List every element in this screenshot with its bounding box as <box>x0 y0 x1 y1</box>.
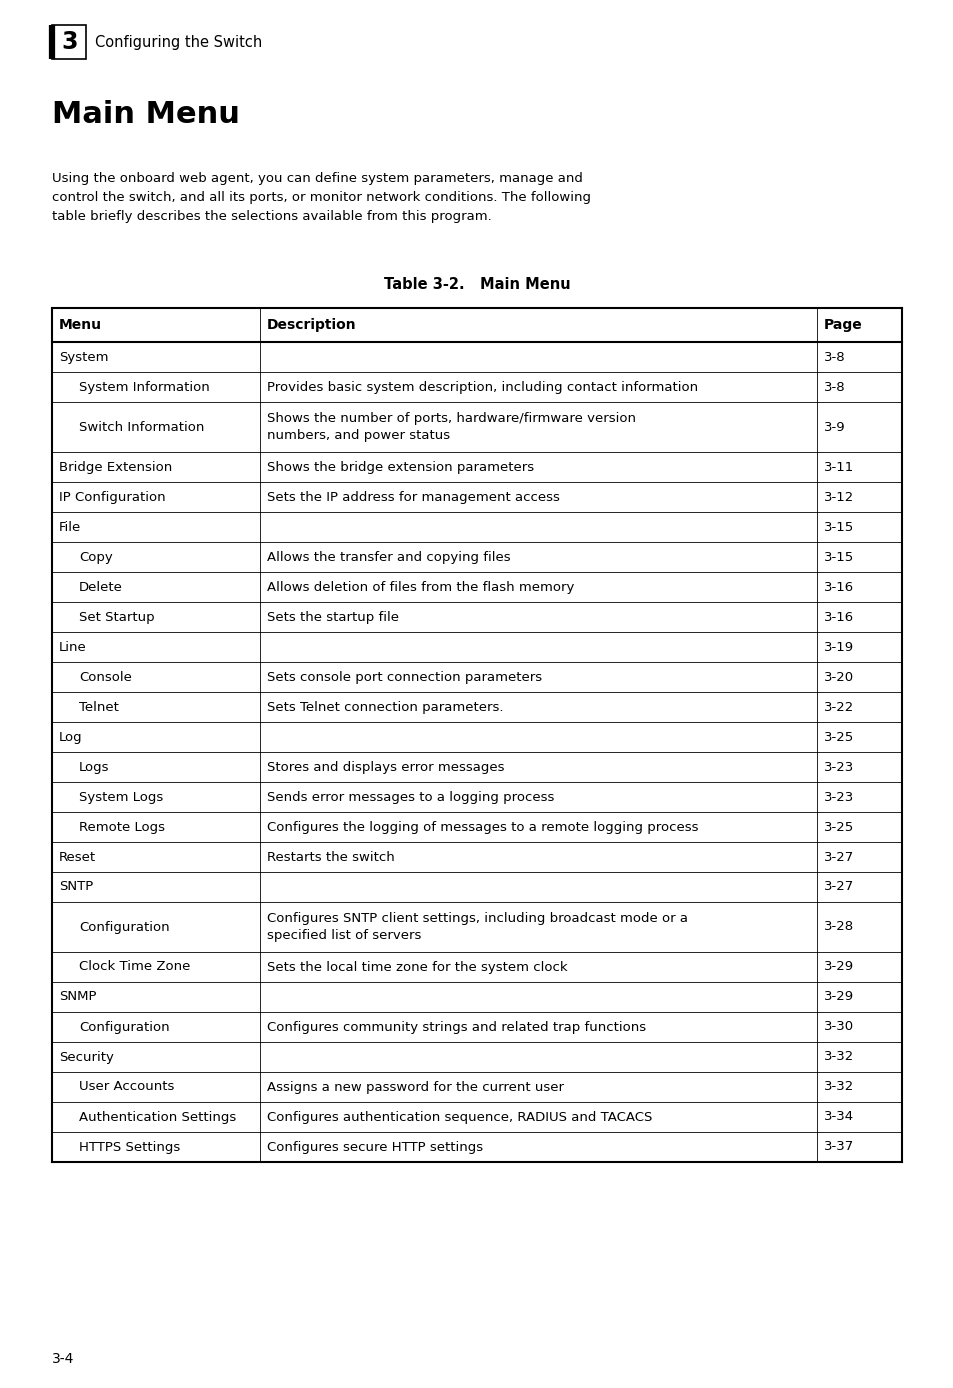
Text: 3-22: 3-22 <box>823 701 853 713</box>
Text: Sets the local time zone for the system clock: Sets the local time zone for the system … <box>267 960 567 973</box>
Text: Description: Description <box>267 318 356 332</box>
Text: 3-23: 3-23 <box>823 761 853 773</box>
Text: Authentication Settings: Authentication Settings <box>79 1110 236 1123</box>
Text: 3-19: 3-19 <box>823 640 853 654</box>
Text: 3-23: 3-23 <box>823 791 853 804</box>
Text: Delete: Delete <box>79 580 123 594</box>
Text: Configuration: Configuration <box>79 920 170 934</box>
Text: 3-9: 3-9 <box>823 421 844 433</box>
Text: Switch Information: Switch Information <box>79 421 204 433</box>
Text: 3-11: 3-11 <box>823 461 853 473</box>
Text: 3-12: 3-12 <box>823 490 853 504</box>
Text: Using the onboard web agent, you can define system parameters, manage and
contro: Using the onboard web agent, you can def… <box>52 172 590 223</box>
Text: 3-25: 3-25 <box>823 820 853 834</box>
Text: Log: Log <box>59 730 83 744</box>
Text: Restarts the switch: Restarts the switch <box>267 851 395 863</box>
Text: Logs: Logs <box>79 761 110 773</box>
Text: Telnet: Telnet <box>79 701 119 713</box>
Text: Allows the transfer and copying files: Allows the transfer and copying files <box>267 551 510 564</box>
Text: Console: Console <box>79 670 132 683</box>
Text: Configures secure HTTP settings: Configures secure HTTP settings <box>267 1141 482 1153</box>
Text: System: System <box>59 351 109 364</box>
Text: 3-16: 3-16 <box>823 611 853 623</box>
Text: 3-34: 3-34 <box>823 1110 853 1123</box>
Text: Configures the logging of messages to a remote logging process: Configures the logging of messages to a … <box>267 820 698 834</box>
Text: System Logs: System Logs <box>79 791 163 804</box>
Text: Sets console port connection parameters: Sets console port connection parameters <box>267 670 541 683</box>
Bar <box>52 308 901 1162</box>
Text: Set Startup: Set Startup <box>79 611 154 623</box>
Text: SNTP: SNTP <box>59 880 93 894</box>
Text: Copy: Copy <box>79 551 112 564</box>
Text: System Information: System Information <box>79 380 210 394</box>
Text: 3-32: 3-32 <box>823 1080 853 1094</box>
Text: 3-29: 3-29 <box>823 960 853 973</box>
Text: 3-4: 3-4 <box>52 1352 74 1366</box>
Text: Sets the IP address for management access: Sets the IP address for management acces… <box>267 490 559 504</box>
Text: Configuring the Switch: Configuring the Switch <box>95 35 262 50</box>
Text: HTTPS Settings: HTTPS Settings <box>79 1141 180 1153</box>
Text: Configures authentication sequence, RADIUS and TACACS: Configures authentication sequence, RADI… <box>267 1110 652 1123</box>
Text: File: File <box>59 520 81 533</box>
Text: Configuration: Configuration <box>79 1020 170 1034</box>
Text: 3-25: 3-25 <box>823 730 853 744</box>
Text: Configures community strings and related trap functions: Configures community strings and related… <box>267 1020 645 1034</box>
Text: Provides basic system description, including contact information: Provides basic system description, inclu… <box>267 380 698 394</box>
Text: 3-15: 3-15 <box>823 551 853 564</box>
Text: Security: Security <box>59 1051 113 1063</box>
Text: Remote Logs: Remote Logs <box>79 820 165 834</box>
Text: 3-20: 3-20 <box>823 670 853 683</box>
Text: Shows the bridge extension parameters: Shows the bridge extension parameters <box>267 461 534 473</box>
Text: 3-8: 3-8 <box>823 351 844 364</box>
Text: Sets Telnet connection parameters.: Sets Telnet connection parameters. <box>267 701 503 713</box>
Text: Configures SNTP client settings, including broadcast mode or a
specified list of: Configures SNTP client settings, includi… <box>267 912 687 941</box>
Text: Line: Line <box>59 640 87 654</box>
Text: Clock Time Zone: Clock Time Zone <box>79 960 191 973</box>
Text: 3-28: 3-28 <box>823 920 853 934</box>
Text: 3-29: 3-29 <box>823 991 853 1004</box>
Text: Reset: Reset <box>59 851 96 863</box>
Text: 3-8: 3-8 <box>823 380 844 394</box>
Text: Assigns a new password for the current user: Assigns a new password for the current u… <box>267 1080 563 1094</box>
Text: Bridge Extension: Bridge Extension <box>59 461 172 473</box>
Text: Main Menu: Main Menu <box>52 100 239 129</box>
Text: 3-27: 3-27 <box>823 880 853 894</box>
Bar <box>52 25 86 60</box>
Text: 3-30: 3-30 <box>823 1020 853 1034</box>
Text: Sends error messages to a logging process: Sends error messages to a logging proces… <box>267 791 554 804</box>
Text: IP Configuration: IP Configuration <box>59 490 166 504</box>
Text: 3-16: 3-16 <box>823 580 853 594</box>
Text: 3-27: 3-27 <box>823 851 853 863</box>
Text: 3: 3 <box>62 31 78 54</box>
Text: Page: Page <box>823 318 862 332</box>
Text: Stores and displays error messages: Stores and displays error messages <box>267 761 504 773</box>
Text: SNMP: SNMP <box>59 991 96 1004</box>
Text: 3-37: 3-37 <box>823 1141 853 1153</box>
Text: User Accounts: User Accounts <box>79 1080 174 1094</box>
Text: Allows deletion of files from the flash memory: Allows deletion of files from the flash … <box>267 580 574 594</box>
Text: Menu: Menu <box>59 318 102 332</box>
Text: Sets the startup file: Sets the startup file <box>267 611 398 623</box>
Text: 3-32: 3-32 <box>823 1051 853 1063</box>
Text: 3-15: 3-15 <box>823 520 853 533</box>
Text: Table 3-2.   Main Menu: Table 3-2. Main Menu <box>383 278 570 291</box>
Text: Shows the number of ports, hardware/firmware version
numbers, and power status: Shows the number of ports, hardware/firm… <box>267 412 636 441</box>
